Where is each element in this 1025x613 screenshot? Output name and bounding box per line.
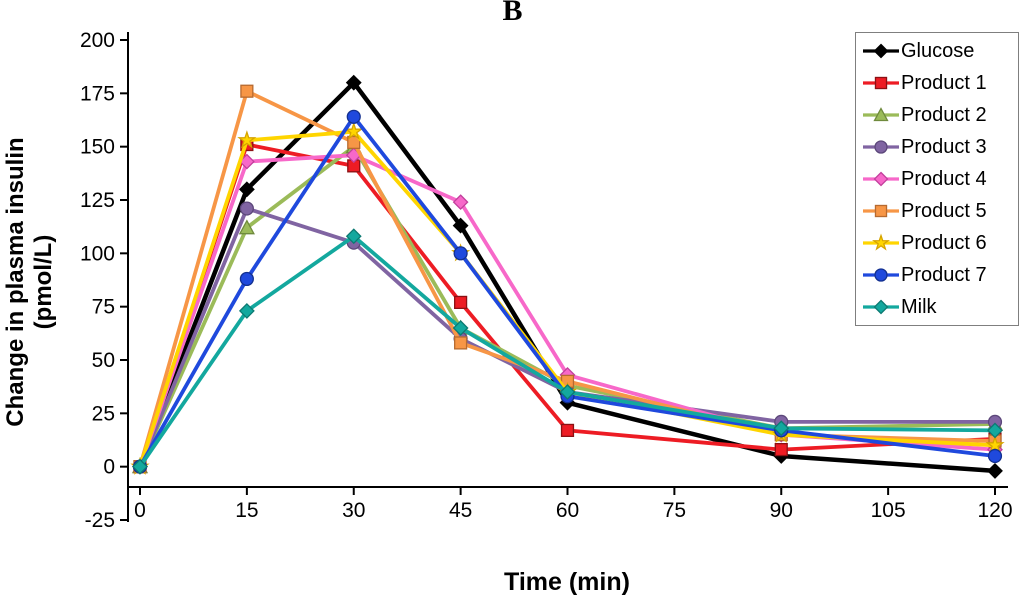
diamond-marker-icon [559,384,576,400]
diamond-legend-marker-icon [863,299,899,315]
circle-marker-icon [987,448,1003,464]
legend-label: Product 7 [901,264,987,286]
star-marker-icon [985,435,1005,454]
y-tick-label: 150 [80,136,115,159]
circle-marker-icon [239,201,254,216]
legend-item-product-1: Product 1 [862,70,1010,96]
diamond-marker-icon [452,194,469,211]
star-marker-icon [237,130,257,149]
x-tick-label: 0 [134,499,146,522]
square-marker-icon [347,135,361,149]
circle-marker-icon [453,246,468,261]
y-tick-label: 125 [80,189,115,212]
triangle-legend-marker-icon [863,107,899,122]
legend-label: Product 4 [901,168,987,190]
legend-label: Product 5 [901,200,987,222]
diamond-legend-marker-icon [863,171,899,187]
circle-marker-icon [346,109,361,124]
legend-label: Glucose [901,40,975,62]
legend-item-product-5: Product 5 [862,198,1010,224]
circle-marker-icon [239,271,254,287]
square-legend-marker-icon [863,76,899,90]
legend-label: Product 2 [901,104,987,126]
legend-label: Product 1 [901,72,987,94]
diamond-marker-icon [132,458,148,475]
square-marker-icon [560,423,575,438]
x-tick-label: 15 [235,499,258,522]
diamond-legend-marker-icon [863,43,899,59]
y-tick-label: 75 [92,296,115,319]
panel-label: B [502,0,523,27]
legend-item-product-4: Product 4 [862,166,1010,192]
legend-label: Milk [901,296,937,318]
legend-item-milk: Milk [862,294,1010,320]
square-marker-icon [774,442,788,457]
legend-item-product-3: Product 3 [862,134,1010,160]
x-tick-label: 90 [770,499,793,522]
y-tick-label: 200 [80,29,115,52]
circle-legend-marker-icon [863,140,899,154]
legend: Glucose Product 1 Product 2 Product 3 Produc… [855,32,1019,326]
x-tick-label: 120 [977,499,1012,522]
y-tick-label: 50 [92,349,115,372]
legend-label: Product 3 [901,136,987,158]
x-tick-label: 105 [871,499,906,522]
diamond-marker-icon [987,422,1003,439]
legend-item-product-6: Product 6 [862,230,1010,256]
diamond-marker-icon [238,181,255,198]
y-tick-label: 100 [80,242,115,265]
x-tick-label: 60 [556,499,579,522]
line-chart-plot: -25 0 25 50 75 100 125 150 175 200 0 15 30 45 60 75 90 10… [80,29,1013,532]
diamond-marker-icon [987,463,1003,479]
y-tick-label: -25 [85,509,115,532]
legend-label: Product 6 [901,232,987,254]
y-tick-label: 175 [80,82,115,105]
x-tick-label: 45 [449,499,472,522]
legend-item-product-2: Product 2 [862,102,1010,128]
x-tick-label: 75 [663,499,686,522]
x-axis-title: Time (min) [504,568,630,596]
legend-item-product-7: Product 7 [862,262,1010,288]
diamond-marker-icon [238,303,255,319]
star-marker-icon [344,121,364,140]
circle-legend-marker-icon [863,268,899,282]
x-tick-label: 30 [342,499,365,522]
square-marker-icon [240,84,254,98]
diamond-marker-icon [345,228,362,245]
square-legend-marker-icon [863,204,899,218]
triangle-marker-icon [238,219,255,235]
legend-item-glucose: Glucose [862,38,1010,64]
diamond-marker-icon [345,74,362,91]
diamond-marker-icon [773,420,790,437]
y-tick-label: 25 [92,402,115,425]
square-marker-icon [454,295,468,310]
star-legend-marker-icon [863,233,899,251]
y-tick-label: 0 [103,456,115,479]
diamond-marker-icon [452,217,469,234]
square-marker-icon [454,336,468,350]
diamond-marker-icon [452,320,469,336]
